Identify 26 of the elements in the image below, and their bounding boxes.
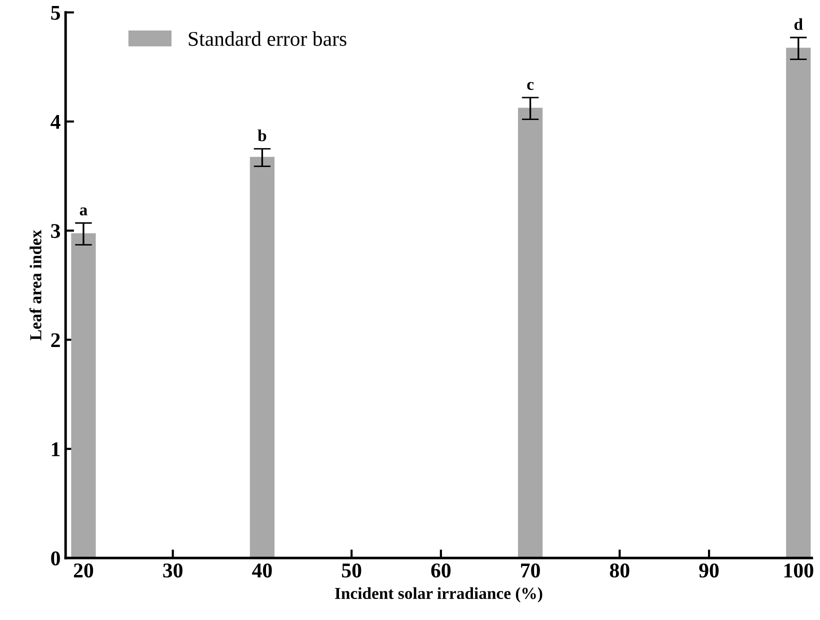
bar xyxy=(518,108,543,558)
y-tick-label: 4 xyxy=(50,115,60,129)
y-tick-label: 5 xyxy=(51,6,60,20)
annotation: c xyxy=(527,82,534,90)
y-axis-title: Leaf area index xyxy=(29,230,42,340)
annotation: b xyxy=(258,130,266,142)
y-tick-label: 3 xyxy=(51,224,60,238)
bar xyxy=(250,156,275,558)
x-tick-label: 30 xyxy=(163,563,182,578)
y-tick-label: 2 xyxy=(51,333,60,347)
x-axis-title: Incident solar irradiance (%) xyxy=(335,587,542,602)
x-tick-label: 50 xyxy=(342,563,362,578)
x-tick-label: 80 xyxy=(610,563,630,578)
y-tick-label: 0 xyxy=(51,551,60,566)
x-tick-label: 40 xyxy=(252,563,272,578)
y-tick-label: 1 xyxy=(52,442,60,456)
bar xyxy=(71,233,96,558)
x-tick-label: 20 xyxy=(74,563,94,578)
x-tick-label: 70 xyxy=(521,563,540,578)
legend-label: Standard error bars xyxy=(188,31,346,46)
x-tick-label: 90 xyxy=(699,563,719,578)
annotation: a xyxy=(80,207,88,216)
x-tick-label: 60 xyxy=(431,563,451,578)
annotation: d xyxy=(794,18,803,30)
x-tick-label: 100 xyxy=(784,563,814,578)
bar xyxy=(786,48,811,558)
